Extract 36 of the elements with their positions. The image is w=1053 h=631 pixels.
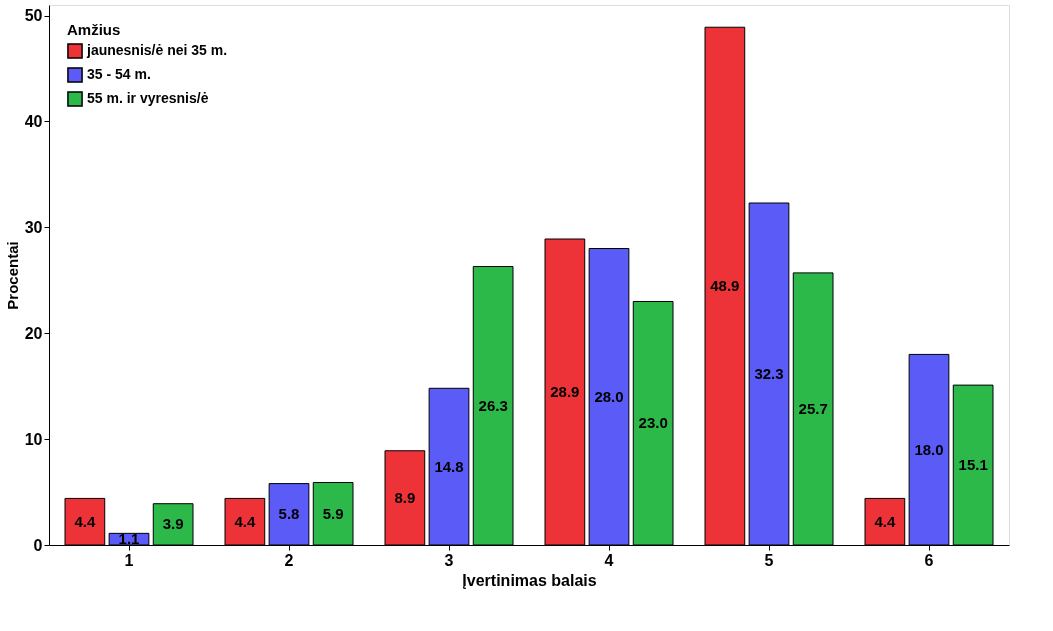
x-tick-label: 3 (444, 551, 454, 569)
legend-title: Amžius (67, 21, 121, 38)
data-label: 18.0 (914, 440, 944, 458)
data-label: 4.4 (234, 512, 256, 530)
data-label: 4.4 (74, 512, 96, 530)
y-tick-label: 50 (24, 7, 43, 25)
x-tick-label: 4 (604, 551, 614, 569)
data-label: 8.9 (394, 488, 416, 506)
data-label: 4.4 (874, 512, 896, 530)
x-tick-label: 2 (284, 551, 294, 569)
data-label: 5.8 (278, 505, 300, 523)
y-axis-title: Procentai (3, 241, 21, 310)
x-axis-title: Įvertinimas balais (462, 571, 597, 589)
x-tick-label: 6 (924, 551, 934, 569)
data-label: 23.0 (638, 414, 668, 432)
data-label: 14.8 (434, 457, 464, 475)
data-label: 25.7 (798, 399, 828, 417)
y-tick-label: 10 (24, 430, 43, 448)
data-label: 32.3 (754, 365, 784, 382)
data-label: 5.9 (322, 504, 344, 522)
legend-label: 55 m. ir vyresnis/ė (87, 90, 209, 106)
x-tick-label: 5 (764, 551, 774, 569)
y-tick-label: 40 (24, 112, 43, 130)
y-tick-label: 0 (33, 536, 43, 554)
y-tick-label: 30 (24, 218, 43, 236)
legend-label: 35 - 54 m. (87, 66, 151, 82)
data-label: 28.9 (550, 383, 580, 400)
data-label: 26.3 (478, 396, 508, 414)
data-label: 48.9 (710, 277, 740, 295)
data-label: 1.1 (118, 530, 140, 548)
data-label: 15.1 (958, 456, 988, 474)
data-label: 3.9 (162, 515, 184, 533)
y-tick-label: 20 (24, 324, 43, 342)
legend-label: jaunesnis/ė nei 35 m. (86, 42, 228, 58)
x-tick-label: 1 (124, 551, 134, 569)
data-label: 28.0 (594, 387, 624, 405)
